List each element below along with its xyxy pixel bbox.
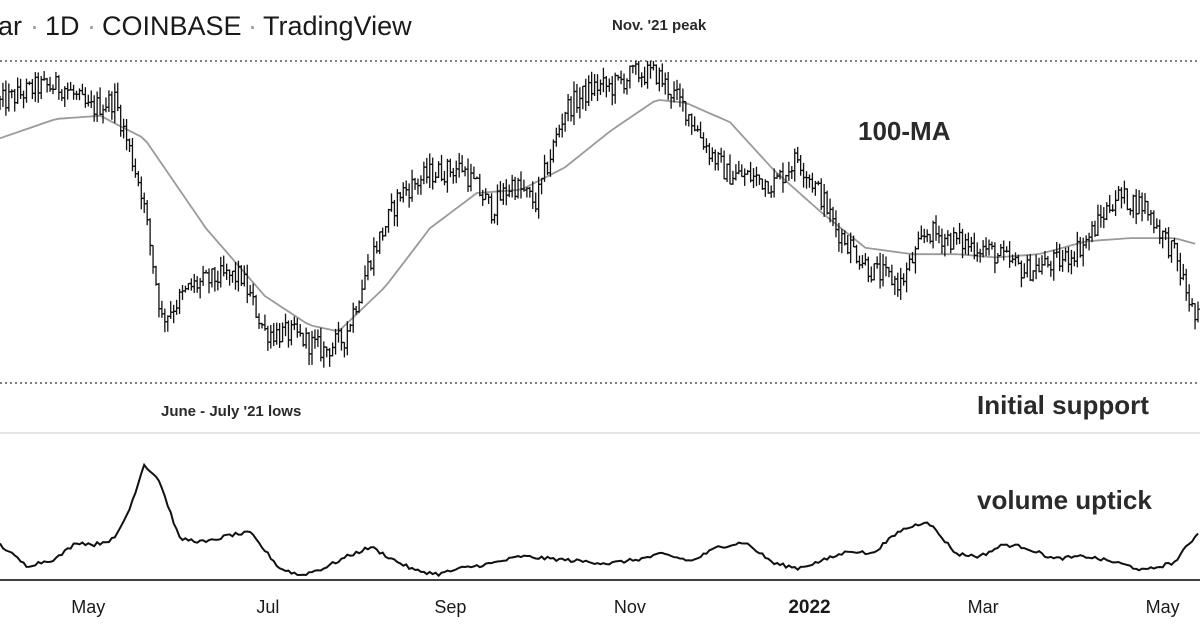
reference-lines (0, 60, 1200, 384)
support-annotation: Initial support (977, 390, 1149, 420)
peak-annotation: Nov. '21 peak (612, 17, 707, 34)
chart-header: ar · 1D · COINBASE · TradingView (0, 11, 412, 41)
moving-average-line (0, 99, 1196, 332)
x-tick-label: May (71, 597, 105, 617)
annotations: Nov. '21 peak June - July '21 lows 100-M… (161, 17, 1152, 515)
header-separator-3: · (248, 11, 257, 41)
x-tick-label: Nov (614, 597, 646, 617)
header-separator-1: · (30, 11, 39, 41)
x-tick-label: May (1146, 597, 1180, 617)
x-tick-label: Jul (256, 597, 279, 617)
ma-annotation: 100-MA (858, 116, 951, 146)
volume-layer (0, 462, 1199, 578)
x-tick-label: Sep (434, 597, 466, 617)
x-tick-label: Mar (968, 597, 999, 617)
x-axis-labels: May Jul Sep Nov 2022 Mar May (71, 597, 1179, 618)
exchange-label: COINBASE (102, 11, 242, 41)
header-separator-2: · (87, 11, 96, 41)
interval-label[interactable]: 1D (45, 11, 80, 41)
moving-average-layer (0, 99, 1196, 332)
volume-annotation: volume uptick (977, 485, 1152, 515)
source-label: TradingView (263, 11, 412, 41)
price-bars-layer (0, 61, 1200, 368)
x-tick-label: 2022 (788, 597, 830, 618)
lows-annotation: June - July '21 lows (161, 403, 301, 420)
symbol-fragment: ar (0, 11, 22, 41)
volume-line (0, 462, 1199, 578)
